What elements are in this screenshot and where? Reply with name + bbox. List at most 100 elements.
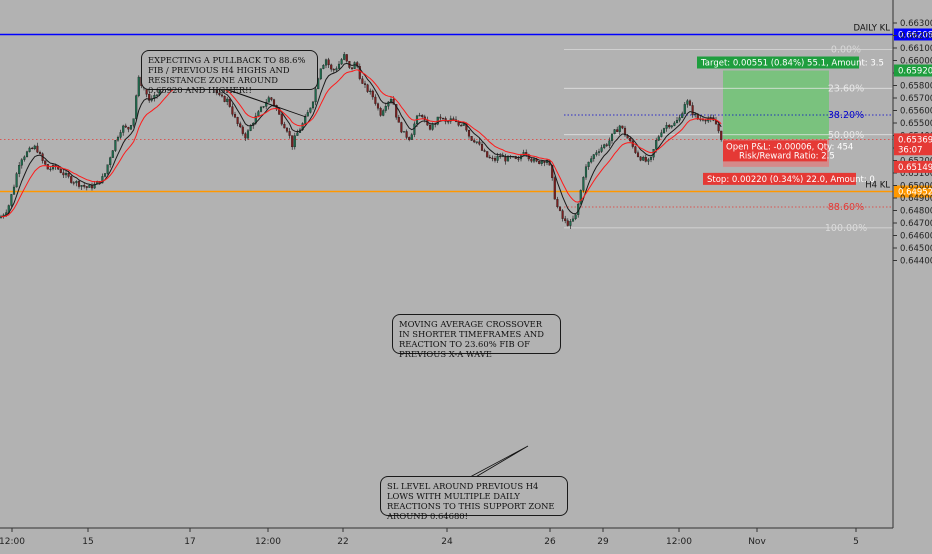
- h4-kl-title: H4 KL: [865, 181, 890, 191]
- candle-up: [301, 123, 304, 131]
- candle-down: [332, 68, 335, 71]
- candle-down: [239, 123, 242, 128]
- candle-down: [405, 131, 408, 138]
- candle-down: [553, 177, 556, 200]
- candle-up: [662, 128, 666, 133]
- fib-levels: 0.00% 23.60% 38.20% 50.00% 88.60% 100.00%: [564, 44, 893, 234]
- target-zone: [723, 70, 829, 140]
- candle-down: [566, 220, 569, 226]
- price-tick-label: 0.65600: [900, 107, 932, 117]
- candle-down: [272, 99, 276, 106]
- candle-up: [683, 104, 686, 114]
- candle-down: [473, 140, 476, 143]
- candle-down: [538, 161, 541, 164]
- candle-up: [642, 157, 645, 161]
- candle-down: [717, 124, 720, 132]
- key-levels: DAILY KL 0.66208 H4 KL 0.64952: [0, 24, 932, 198]
- price-badge: [894, 143, 932, 156]
- price-tick-label: 0.66000: [900, 57, 932, 67]
- price-tick-label: 0.65000: [900, 182, 932, 192]
- candle-down: [233, 114, 237, 118]
- candle-down: [478, 141, 481, 145]
- candle-down: [493, 158, 497, 161]
- candle-up: [111, 150, 114, 158]
- price-axis[interactable]: 0.663000.662000.661000.660000.659000.658…: [892, 0, 932, 528]
- annotation-stop-loss[interactable]: SL LEVEL AROUND PREVIOUS H4 LOWS WITH MU…: [380, 476, 568, 521]
- candle-up: [592, 154, 595, 159]
- candle-down: [720, 130, 723, 140]
- candle-down: [616, 129, 619, 132]
- annotation-stop-loss-text: SL LEVEL AROUND PREVIOUS H4 LOWS WITH MU…: [387, 481, 555, 521]
- candle-down: [441, 118, 445, 120]
- moving-averages: [0, 62, 722, 218]
- price-badge-label: 0.65369: [898, 135, 932, 145]
- candle-up: [137, 76, 140, 96]
- price-tick-label: 0.65500: [900, 119, 932, 129]
- candle-up: [382, 110, 385, 116]
- candle-up: [129, 125, 133, 130]
- candle-down: [556, 199, 559, 208]
- candle-up: [18, 165, 21, 174]
- candle-up: [660, 132, 663, 137]
- candle-up: [135, 95, 138, 119]
- candle-up: [584, 166, 588, 178]
- time-tick-label: 17: [184, 537, 195, 547]
- candle-down: [530, 158, 533, 162]
- candle-up: [153, 95, 156, 99]
- candle-up: [410, 134, 413, 140]
- candle-down: [62, 172, 65, 176]
- candle-down: [127, 126, 130, 130]
- candle-up: [306, 112, 309, 117]
- price-badge: [894, 160, 932, 173]
- candle-up: [293, 135, 296, 148]
- candle-up: [319, 68, 322, 80]
- candle-up: [678, 117, 681, 121]
- candle-up: [257, 111, 260, 117]
- stop-label-box: [703, 172, 856, 185]
- candle-down: [470, 136, 473, 141]
- candle-up: [101, 176, 104, 184]
- candle-up: [496, 155, 499, 161]
- candle-down: [280, 114, 283, 125]
- candle-down: [46, 164, 49, 170]
- candle-up: [259, 106, 263, 112]
- candle-down: [31, 147, 34, 150]
- candle-up: [0, 216, 3, 219]
- key-level-price-badge: [894, 185, 932, 198]
- candle-up: [571, 218, 575, 222]
- candle-down: [621, 125, 624, 129]
- candle-down: [350, 67, 354, 69]
- candle-up: [600, 147, 603, 152]
- time-tick-label: 22: [337, 537, 348, 547]
- candle-down: [38, 152, 42, 154]
- candle-down: [483, 150, 486, 152]
- candle-down: [70, 176, 73, 183]
- candle-down: [358, 66, 361, 79]
- candle-down: [439, 116, 442, 119]
- candle-down: [330, 64, 333, 70]
- candle-down: [460, 125, 463, 127]
- candle-up: [114, 140, 117, 151]
- price-tick-label: 0.64800: [900, 207, 932, 217]
- callout-pointer: [469, 445, 529, 479]
- candle-up: [501, 155, 504, 158]
- annotation-ma-crossover[interactable]: MOVING AVERAGE CROSSOVER IN SHORTER TIME…: [392, 314, 561, 359]
- candle-up: [413, 123, 416, 135]
- candle-up: [610, 133, 614, 141]
- candle-up: [673, 122, 676, 126]
- price-tick-label: 0.66300: [900, 19, 932, 29]
- time-axis[interactable]: 12:00 15 17 12:00 22 24 26 29 12:00 Nov 5: [0, 527, 893, 547]
- candle-up: [109, 157, 112, 165]
- candle-down: [356, 62, 359, 67]
- price-badge-label: 0.65149: [898, 163, 932, 173]
- annotation-pullback[interactable]: EXPECTING A PULLBACK TO 88.6% FIB / PREV…: [141, 50, 318, 95]
- candle-down: [231, 106, 234, 115]
- price-tick-label: 0.64500: [900, 244, 932, 254]
- candle-up: [384, 106, 387, 111]
- candle-up: [314, 88, 317, 103]
- candle-up: [335, 68, 338, 71]
- time-tick-label: 12:00: [255, 537, 281, 547]
- candle-down: [395, 104, 398, 118]
